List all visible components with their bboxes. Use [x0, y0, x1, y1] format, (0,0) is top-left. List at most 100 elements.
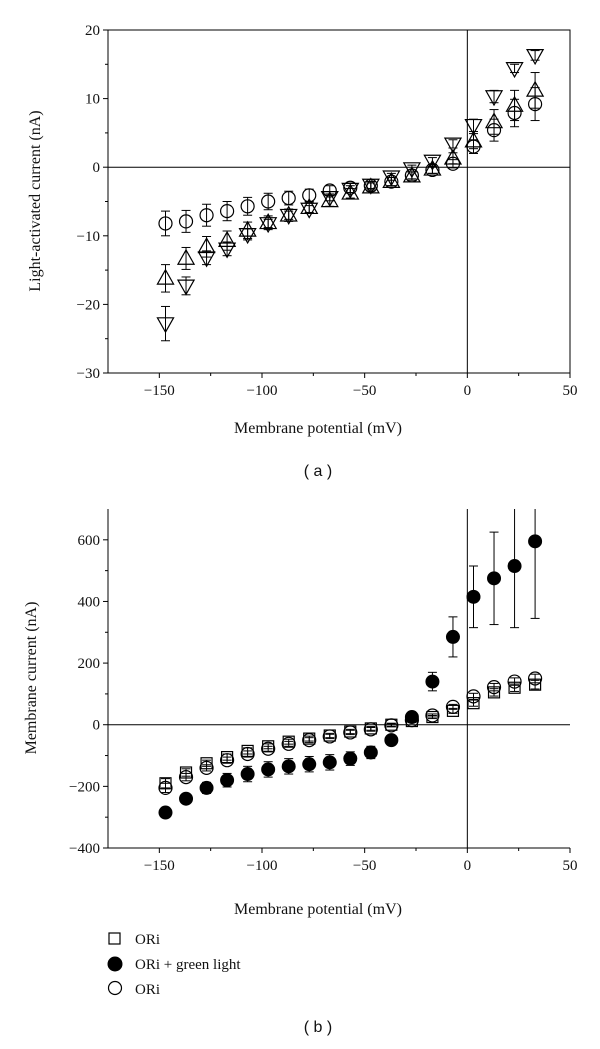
- circle-filled-marker: [507, 559, 522, 574]
- series-3: [158, 671, 543, 796]
- circle-open-marker: [322, 729, 337, 744]
- circle-open-marker: [404, 713, 419, 728]
- circle-open-marker: [158, 780, 173, 796]
- circle-filled-marker: [425, 674, 440, 689]
- series-2: [158, 509, 543, 820]
- triangle-down-marker: [197, 251, 216, 268]
- circle-open-marker: [302, 188, 317, 203]
- y-tick-label: −200: [69, 779, 100, 795]
- x-tick-label: 0: [464, 858, 472, 874]
- chart-b-x-axis: −150 −100 −50 0 50: [144, 848, 578, 874]
- chart-b-frame: [108, 509, 570, 848]
- chart-a-series: [156, 49, 545, 342]
- y-tick-label: −20: [77, 297, 100, 313]
- chart-b-zero-lines: [108, 509, 570, 848]
- triangle-up-marker: [156, 268, 175, 285]
- y-tick-label: −10: [77, 229, 100, 245]
- x-tick-label: −50: [353, 383, 376, 399]
- legend-label-ori-square: ORi: [135, 932, 160, 948]
- legend-item-ori-green-light: ORi + green light: [107, 956, 241, 973]
- triangle-down-marker: [443, 137, 463, 154]
- circle-filled-marker-icon: [107, 956, 123, 972]
- circle-open-marker: [199, 208, 214, 223]
- circle-open-marker: [404, 168, 419, 183]
- circle-open-marker: [527, 671, 543, 686]
- triangle-up-marker: [279, 205, 298, 222]
- triangle-down-marker: [505, 62, 524, 79]
- circle-open-marker: [261, 194, 276, 209]
- chart-a-panel-label: ( a ): [304, 463, 332, 480]
- y-tick-label: 0: [93, 718, 101, 734]
- circle-open-marker: [343, 725, 358, 740]
- circle-open-marker: [466, 139, 481, 154]
- y-tick-label: 20: [85, 23, 100, 39]
- chart-b-series: [158, 509, 543, 820]
- legend-label-ori-circle: ORi: [135, 982, 160, 998]
- circle-filled-marker: [322, 755, 337, 770]
- circle-filled-marker: [240, 767, 255, 782]
- chart-a-frame: [107, 29, 571, 374]
- circle-open-marker: [486, 123, 502, 138]
- triangle-down-marker: [382, 170, 401, 187]
- chart-a-y-axis: −30 −20 −10 0 10 20: [77, 23, 108, 382]
- y-tick-label: 600: [78, 533, 101, 549]
- legend-label-ori-green-light: ORi + green light: [135, 957, 241, 973]
- x-tick-label: −50: [353, 858, 376, 874]
- circle-open-marker: [302, 733, 317, 748]
- circle-filled-marker: [179, 791, 194, 806]
- circle-filled-marker: [220, 773, 235, 788]
- x-tick-label: 50: [563, 858, 578, 874]
- y-tick-label: −30: [77, 366, 100, 382]
- triangle-up-marker: [423, 159, 442, 176]
- circle-open-marker: [425, 708, 440, 723]
- chart-b-y-axis: −400 −200 0 200 400 600: [69, 509, 570, 857]
- circle-filled-marker: [343, 751, 358, 766]
- chart-a-y-axis-title: Light-activated current (nA): [27, 110, 44, 291]
- circle-filled-marker: [302, 757, 317, 772]
- chart-a-x-axis-title: Membrane potential (mV): [234, 420, 402, 437]
- circle-open-marker: [240, 199, 255, 214]
- circle-filled-marker: [199, 780, 214, 795]
- y-tick-label: 200: [78, 656, 101, 672]
- triangle-down-marker: [156, 317, 175, 334]
- triangle-down-marker: [238, 228, 257, 245]
- circle-open-marker: [219, 753, 235, 768]
- square-open-marker: [282, 735, 295, 748]
- triangle-down-marker: [423, 154, 442, 171]
- chart-b-legend: ORi ORi + green light ORi: [107, 932, 241, 998]
- triangle-down-marker: [300, 202, 319, 219]
- circle-filled-marker: [158, 805, 173, 820]
- triangle-down-marker: [525, 49, 545, 66]
- circle-open-marker: [343, 180, 358, 195]
- y-tick-label: 0: [93, 160, 101, 176]
- x-tick-label: −150: [144, 858, 175, 874]
- circle-open-marker: [261, 741, 276, 756]
- y-tick-label: −400: [69, 841, 100, 857]
- x-tick-label: −150: [144, 383, 175, 399]
- circle-filled-marker: [384, 733, 399, 748]
- series-3: [158, 87, 543, 237]
- circle-open-marker: [486, 680, 502, 695]
- circle-filled-marker: [281, 759, 296, 774]
- chart-b-y-axis-title: Membrane current (nA): [23, 602, 40, 755]
- legend-item-ori-square: ORi: [108, 932, 160, 948]
- circle-open-marker: [158, 216, 173, 231]
- chart-a-x-axis: −150 −100 −50 0 50: [144, 373, 578, 399]
- chart-b-x-axis-title: Membrane potential (mV): [234, 901, 402, 918]
- circle-open-marker: [384, 174, 399, 189]
- circle-open-marker: [425, 162, 440, 178]
- triangle-up-marker: [176, 248, 196, 265]
- circle-open-marker: [281, 190, 296, 206]
- circle-open-marker: [199, 760, 214, 775]
- circle-open-marker: [445, 156, 461, 171]
- triangle-up-marker: [341, 183, 360, 200]
- circle-open-marker: [384, 718, 399, 733]
- chart-b: −400 −200 0 200 400 600 −150 −100 −50 0 50 Membra…: [23, 509, 578, 1036]
- circle-open-marker: [445, 699, 461, 714]
- y-tick-label: 10: [85, 92, 100, 108]
- x-tick-label: −100: [247, 383, 278, 399]
- circle-open-marker-icon: [107, 980, 123, 996]
- legend-item-ori-circle: ORi: [107, 980, 160, 998]
